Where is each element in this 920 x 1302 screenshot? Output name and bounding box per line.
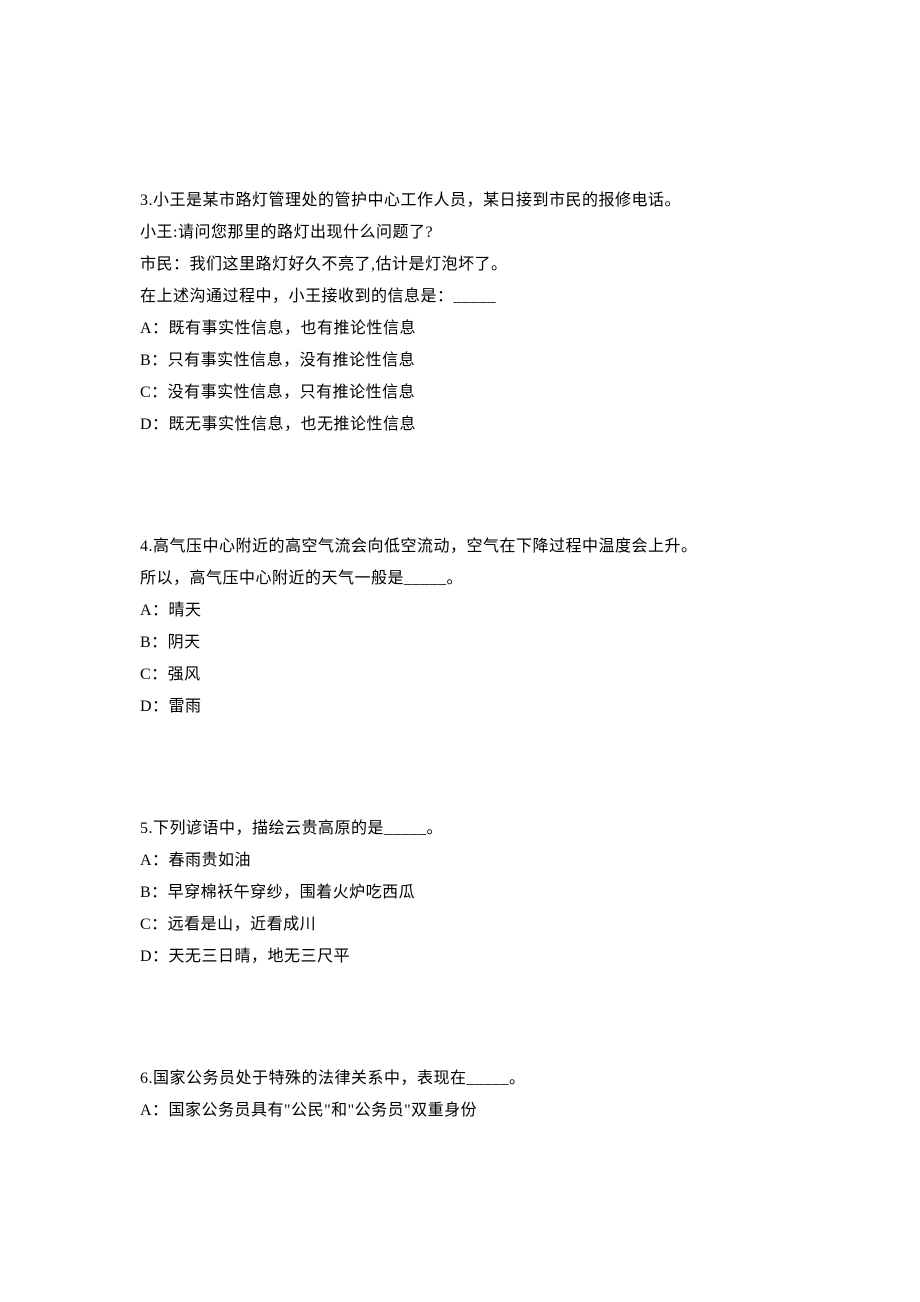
question-option: C：远看是山，近看成川 <box>140 909 780 941</box>
question-stem-line: 在上述沟通过程中，小王接收到的信息是：_____ <box>140 281 780 313</box>
question-option: B：只有事实性信息，没有推论性信息 <box>140 345 780 377</box>
question-option: C：强风 <box>140 659 780 691</box>
question-option: C：没有事实性信息，只有推论性信息 <box>140 377 780 409</box>
question-stem-line: 市民：我们这里路灯好久不亮了,估计是灯泡坏了。 <box>140 249 780 281</box>
question-option: A：既有事实性信息，也有推论性信息 <box>140 313 780 345</box>
question-6: 6.国家公务员处于特殊的法律关系中，表现在_____。 A：国家公务员具有"公民… <box>140 1063 780 1127</box>
question-option: B：阴天 <box>140 627 780 659</box>
question-option: D：既无事实性信息，也无推论性信息 <box>140 409 780 441</box>
question-stem-line: 4.高气压中心附近的高空气流会向低空流动，空气在下降过程中温度会上升。 <box>140 531 780 563</box>
question-5: 5.下列谚语中，描绘云贵高原的是_____。 A：春雨贵如油 B：早穿棉袄午穿纱… <box>140 813 780 973</box>
question-stem-line: 3.小王是某市路灯管理处的管护中心工作人员，某日接到市民的报修电话。 <box>140 185 780 217</box>
question-option: D：雷雨 <box>140 691 780 723</box>
question-option: A：春雨贵如油 <box>140 845 780 877</box>
question-stem-line: 6.国家公务员处于特殊的法律关系中，表现在_____。 <box>140 1063 780 1095</box>
question-stem-line: 5.下列谚语中，描绘云贵高原的是_____。 <box>140 813 780 845</box>
question-option: D：天无三日晴，地无三尺平 <box>140 941 780 973</box>
question-option: A：晴天 <box>140 595 780 627</box>
question-stem-line: 小王:请问您那里的路灯出现什么问题了? <box>140 217 780 249</box>
question-option: B：早穿棉袄午穿纱，围着火炉吃西瓜 <box>140 877 780 909</box>
question-4: 4.高气压中心附近的高空气流会向低空流动，空气在下降过程中温度会上升。 所以，高… <box>140 531 780 723</box>
question-option: A：国家公务员具有"公民"和"公务员"双重身份 <box>140 1095 780 1127</box>
question-stem-line: 所以，高气压中心附近的天气一般是_____。 <box>140 563 780 595</box>
question-3: 3.小王是某市路灯管理处的管护中心工作人员，某日接到市民的报修电话。 小王:请问… <box>140 185 780 441</box>
